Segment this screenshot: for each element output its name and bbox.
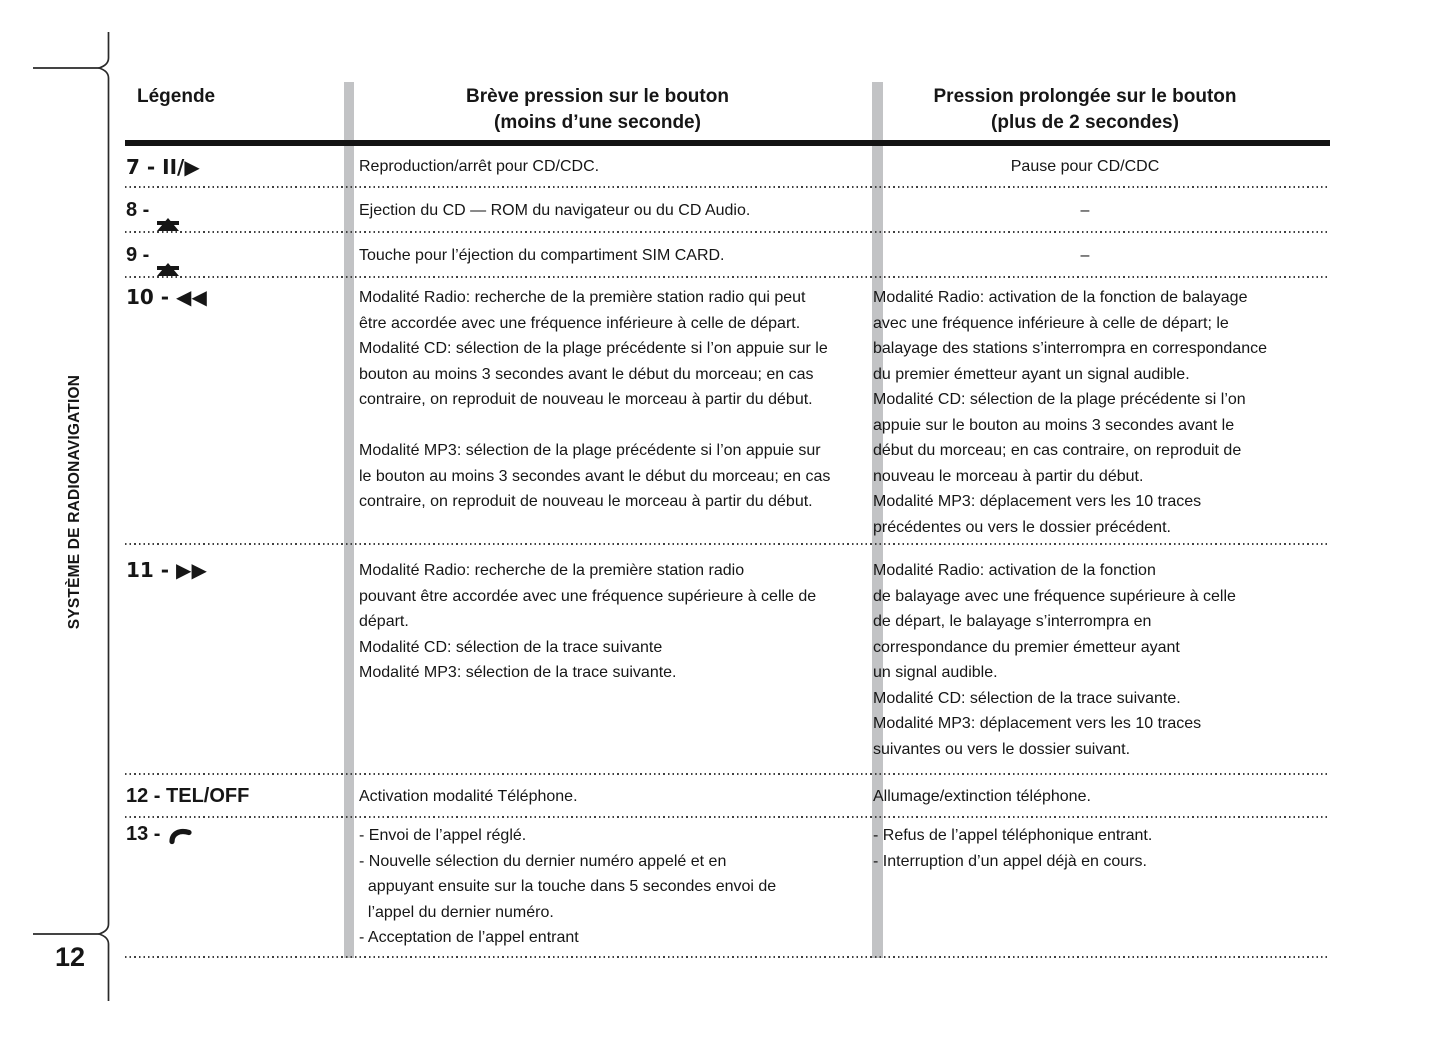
legend-label-8: 8 - <box>125 196 335 231</box>
phone-handset-icon <box>169 828 193 845</box>
table-row: 7 - II/▶ Reproduction/arrêt pour CD/CDC.… <box>125 146 1330 188</box>
fast-forward-icon: 11 - ▶▶ <box>126 558 207 582</box>
sidebar-section-label: SYSTÈME DE RADIONAVIGATION <box>66 374 83 630</box>
long-press-cell: Allumage/extinction téléphone. <box>873 787 1091 805</box>
eject-icon <box>157 241 180 276</box>
short-press-cell: Activation modalité Téléphone. <box>359 787 578 805</box>
legend-text: 13 - <box>126 823 161 845</box>
short-press-cell: Touche pour l’éjection du compartiment S… <box>359 246 725 264</box>
table-header-row: Légende Brève pression sur le bouton (mo… <box>125 82 1330 140</box>
header-long-press: Pression prolongée sur le bouton (plus d… <box>933 86 1237 133</box>
short-press-cell: Modalité Radio: recherche de la première… <box>359 289 831 510</box>
legend-text: 8 - <box>126 199 150 221</box>
table-row: 10 - ◀◀ Modalité Radio: recherche de la … <box>125 278 1330 545</box>
long-press-cell: - Refus de l’appel téléphonique entrant.… <box>873 827 1153 870</box>
legend-label-10: 10 - ◀◀ <box>125 278 335 309</box>
legend-label-9: 9 - <box>125 241 335 276</box>
table-row: 11 - ▶▶ Modalité Radio: recherche de la … <box>125 545 1330 775</box>
legend-label-13: 13 - <box>125 818 335 846</box>
short-press-cell: Ejection du CD — ROM du navigateur ou du… <box>359 201 751 219</box>
section-bracket <box>33 32 110 1001</box>
header-rule <box>125 140 1330 146</box>
legend-text: 9 - <box>126 244 150 266</box>
column-divider-bar <box>872 82 883 958</box>
button-functions-table: Légende Brève pression sur le bouton (mo… <box>125 82 1330 958</box>
rewind-icon: 10 - ◀◀ <box>126 285 207 309</box>
short-press-cell: - Envoi de l’appel réglé. - Nouvelle sél… <box>359 827 777 946</box>
long-press-cell: Modalité Radio: activation de la fonctio… <box>873 289 1268 536</box>
short-press-cell: Reproduction/arrêt pour CD/CDC. <box>359 158 600 176</box>
legend-text: 12 - TEL/OFF <box>126 785 250 807</box>
column-divider-bar <box>344 82 354 958</box>
long-press-cell: – <box>1080 246 1090 264</box>
header-short-press: Brève pression sur le bouton (moins d’un… <box>466 86 729 133</box>
long-press-cell: Modalité Radio: activation de la fonctio… <box>873 562 1236 758</box>
long-press-cell: Pause pour CD/CDC <box>1010 158 1160 176</box>
table-row: 13 - - Envoi de l’appel réglé. - Nouvell… <box>125 818 1330 958</box>
eject-icon <box>157 196 180 231</box>
long-press-cell: – <box>1080 201 1090 219</box>
short-press-cell: Modalité Radio: recherche de la première… <box>359 562 817 681</box>
legend-label-12: 12 - TEL/OFF <box>125 785 335 808</box>
table-row: 9 - Touche pour l’éjection du compartime… <box>125 233 1330 278</box>
table-row: 12 - TEL/OFF Activation modalité Télépho… <box>125 775 1330 818</box>
legend-label-7: 7 - II/▶ <box>125 155 335 179</box>
page-number: 12 <box>54 942 86 972</box>
header-legende: Légende <box>137 86 216 107</box>
legend-label-11: 11 - ▶▶ <box>125 545 335 582</box>
play-pause-icon: 7 - II/▶ <box>126 155 200 179</box>
table-row: 8 - Ejection du CD — ROM du navigateur o… <box>125 188 1330 233</box>
